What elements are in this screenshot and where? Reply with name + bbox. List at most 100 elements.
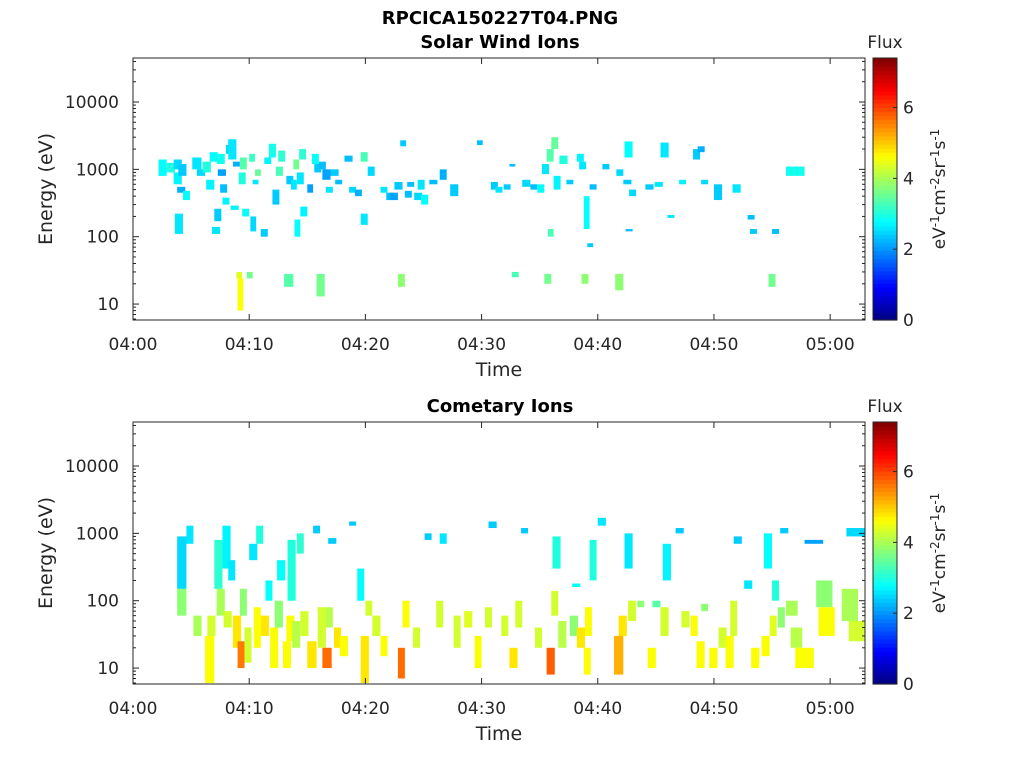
heatmap-cell: [772, 580, 780, 601]
colorbar-segment: [873, 234, 897, 239]
heatmap-cell: [629, 189, 637, 197]
heatmap-cell: [804, 539, 824, 544]
colorbar-segment: [873, 111, 897, 116]
colorbar-tick-label: 4: [903, 533, 914, 553]
heatmap-cell: [252, 179, 259, 185]
heatmap-cell: [546, 647, 555, 675]
colorbar-segment: [873, 548, 897, 554]
colorbar-segment: [873, 581, 897, 587]
colorbar-segment: [873, 528, 897, 534]
heatmap-cell: [360, 213, 368, 225]
heatmap-cell: [464, 611, 473, 628]
heatmap-cell: [349, 521, 357, 526]
heatmap-cell: [637, 600, 645, 608]
heatmap-cell: [216, 588, 225, 616]
heatmap-cell: [769, 615, 777, 636]
heatmap-cell: [249, 153, 255, 162]
y-tick-label: 10000: [65, 457, 119, 477]
heatmap-cell: [495, 186, 503, 193]
heatmap-cell: [220, 184, 228, 193]
colorbar-segment: [873, 307, 897, 313]
colorbar-segment: [873, 450, 897, 456]
heatmap-cell: [357, 568, 365, 601]
heatmap-cell: [256, 525, 264, 544]
colorbar-segment: [873, 184, 897, 190]
colorbar-frame: [872, 57, 898, 321]
colorbar-segment: [873, 512, 897, 517]
colorbar-segment: [873, 58, 897, 63]
colorbar-segment: [873, 638, 897, 644]
panel-solar-wind-ions: Solar Wind Ions 04:00 04:10 04:20 04:30 04:4…: [35, 32, 950, 381]
heatmap-cell: [217, 169, 226, 176]
heatmap-cell: [178, 164, 187, 176]
heatmap-cell: [177, 588, 187, 616]
heatmap-cell: [675, 528, 684, 534]
colorbar-segment: [873, 426, 897, 431]
heatmap-cell: [772, 229, 780, 234]
colorbar-segment: [873, 606, 897, 611]
colorbar-segment: [873, 557, 897, 562]
y-ticks-cometary: 10 100 1000 10000: [65, 424, 865, 684]
colorbar-segment: [873, 585, 897, 591]
colorbar-segment: [873, 499, 897, 505]
heatmap-cell: [311, 153, 319, 165]
heatmap-cell: [521, 528, 529, 534]
heatmap-cell: [696, 641, 705, 669]
heatmap-cell: [541, 164, 549, 175]
heatmap-cell: [841, 588, 859, 621]
colorbar-segment: [873, 589, 897, 595]
heatmap-cell: [576, 153, 584, 162]
colorbar-tick-label: 0: [903, 311, 914, 331]
colorbar-segment: [873, 205, 897, 211]
heatmap-cell: [260, 229, 268, 237]
y-tick-label: 100: [87, 228, 119, 248]
colorbar-segment: [873, 536, 897, 542]
heatmap-cell: [404, 190, 412, 198]
colorbar-segment: [873, 659, 897, 665]
heatmap-cell: [402, 600, 410, 628]
colorbar-segment: [873, 193, 897, 198]
colorbar-segment: [873, 131, 897, 137]
heatmap-cell: [790, 627, 803, 648]
heatmap-cell: [158, 159, 167, 176]
heatmap-cell: [509, 164, 516, 167]
heatmap-cell: [307, 641, 317, 669]
heatmap-cell: [490, 181, 498, 190]
colorbar-segment: [873, 135, 897, 141]
heatmap-cell: [625, 229, 633, 232]
colorbar-segment: [873, 303, 897, 309]
x-ticks-cometary: 04:00 04:10 04:20 04:30 04:40 04:50 05:00: [109, 422, 855, 719]
heatmap-cell: [848, 620, 865, 642]
heatmap-cell: [647, 647, 656, 669]
colorbar-segment: [873, 524, 897, 530]
heatmap-cell: [318, 161, 326, 170]
colorbar-segment: [873, 78, 897, 84]
colorbar-segment: [873, 667, 897, 673]
heatmap-cell: [413, 627, 420, 648]
heatmap-cell: [654, 181, 663, 187]
heatmap-cell: [439, 169, 447, 180]
heatmap-cell: [397, 647, 405, 679]
heatmap-cell: [616, 169, 624, 176]
heatmap-cell: [450, 184, 459, 197]
heatmap-cell: [300, 611, 309, 636]
heatmap-cell: [597, 517, 606, 526]
x-axis-label-cometary: Time: [475, 723, 523, 745]
x-tick-label: 05:00: [806, 699, 855, 719]
heatmap-cell: [307, 184, 314, 193]
colorbar-unit-label: eV-1cm-2sr-1s-1: [928, 493, 950, 614]
heatmap-cell: [205, 635, 215, 684]
x-tick-label: 04:00: [109, 699, 158, 719]
unit-base: cm: [930, 553, 950, 579]
colorbar-segment: [873, 643, 897, 648]
heatmap-cell: [177, 186, 186, 193]
unit-base: sr: [930, 161, 950, 177]
heatmap-cell: [730, 600, 738, 636]
heatmap-cell: [260, 615, 269, 636]
unit-exponent: -2: [928, 541, 942, 553]
x-tick-label: 04:50: [689, 335, 738, 355]
colorbar-segment: [873, 503, 897, 509]
colorbar-tick-label: 2: [903, 240, 914, 260]
heatmap-cell: [365, 600, 373, 616]
